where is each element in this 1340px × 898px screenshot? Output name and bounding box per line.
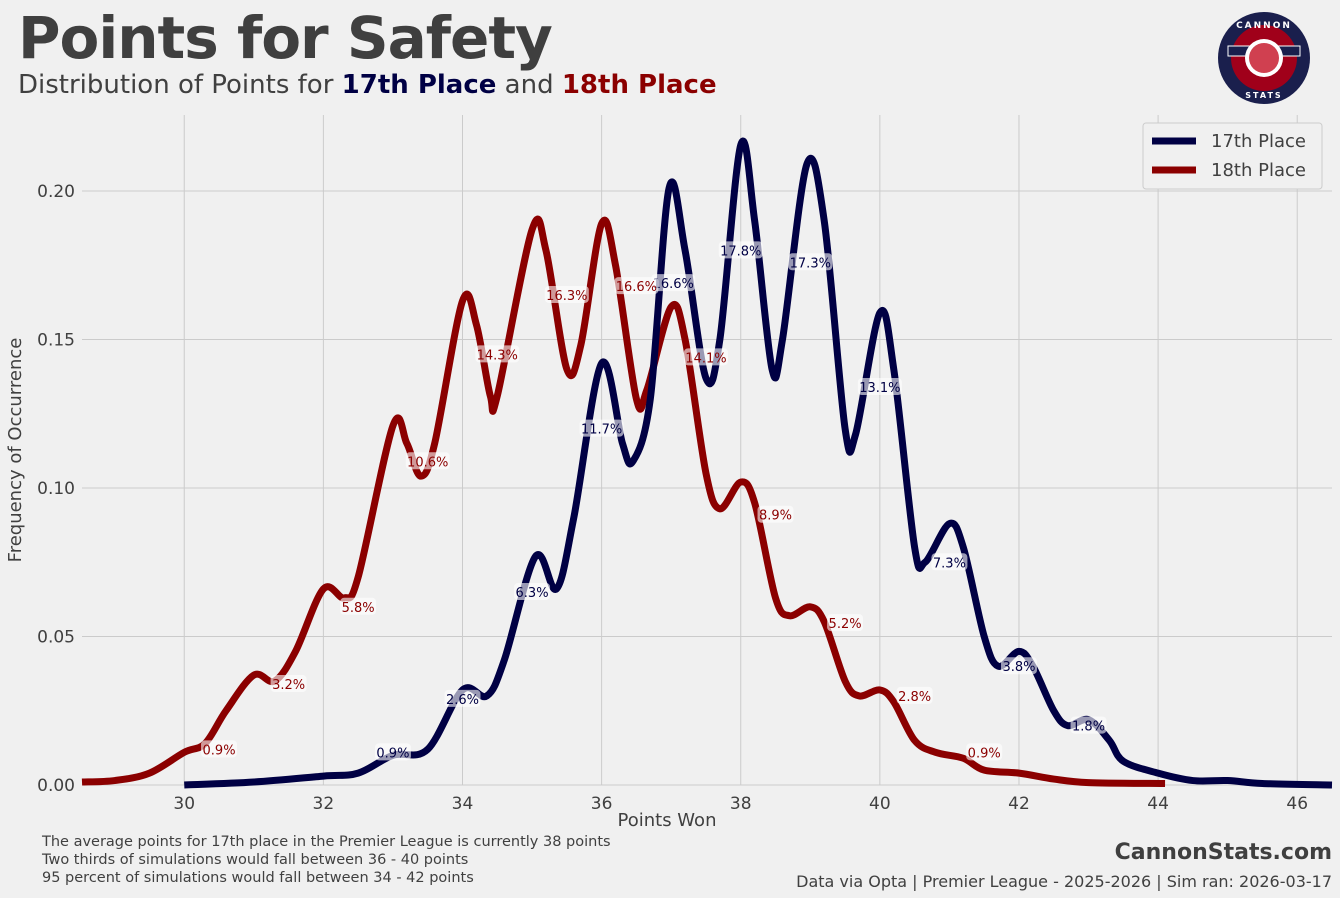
note-line: Two thirds of simulations would fall bet… — [42, 852, 469, 868]
legend-label: 17th Place — [1211, 131, 1306, 152]
note-line: 95 percent of simulations would fall bet… — [42, 870, 474, 886]
data-label-bg — [579, 419, 624, 437]
data-label-bg — [340, 597, 377, 615]
data-label-bg — [857, 378, 902, 396]
y-tick-label: 0.20 — [37, 182, 75, 202]
data-label: 16.6% — [616, 280, 657, 295]
logo-text-top: CANNON — [1236, 21, 1292, 31]
y-tick-label: 0.15 — [37, 331, 75, 351]
note-line: The average points for 17th place in the… — [42, 834, 611, 850]
subtitle-prefix: Distribution of Points for — [18, 70, 342, 100]
data-label-bg — [966, 743, 1003, 761]
data-label-bg — [718, 241, 763, 259]
y-tick-label: 0.00 — [37, 776, 75, 796]
legend-label: 18th Place — [1211, 160, 1306, 181]
data-label: 0.9% — [968, 746, 1001, 761]
data-label-bg — [405, 452, 450, 470]
data-label-bg — [788, 253, 833, 271]
data-label-bg — [475, 345, 520, 363]
data-label: 8.9% — [759, 509, 792, 524]
y-tick-label: 0.10 — [37, 479, 75, 499]
x-tick-label: 40 — [869, 794, 891, 814]
subtitle-17th: 17th Place — [341, 70, 497, 100]
series-line-18th — [81, 215, 1166, 788]
data-label: 13.1% — [859, 381, 900, 396]
data-label-bg — [1000, 657, 1037, 675]
data-label: 14.3% — [477, 348, 518, 363]
data-label: 0.9% — [203, 743, 236, 758]
data-label: 14.1% — [685, 351, 726, 366]
x-tick-label: 32 — [313, 794, 335, 814]
x-tick-label: 36 — [591, 794, 613, 814]
subtitle: Distribution of Points for 17th Place an… — [18, 70, 717, 100]
x-tick-label: 30 — [173, 794, 195, 814]
x-tick-label: 38 — [730, 794, 752, 814]
x-tick-label: 34 — [452, 794, 474, 814]
data-label-bg — [896, 686, 933, 704]
data-label-bg — [514, 582, 551, 600]
series-line-17th — [184, 137, 1333, 789]
logo-map — [1249, 43, 1279, 73]
data-label: 0.9% — [376, 746, 409, 761]
data-label: 11.7% — [581, 423, 622, 438]
data-label: 5.8% — [342, 601, 375, 616]
footer-notes: The average points for 17th place in the… — [42, 833, 611, 887]
data-label: 7.3% — [933, 556, 966, 571]
data-label-bg — [757, 505, 794, 523]
data-label: 3.2% — [272, 678, 305, 693]
data-label: 5.2% — [829, 617, 862, 632]
logo-text-bottom: STATS — [1245, 91, 1282, 100]
data-label-bg — [683, 348, 728, 366]
data-label-bg — [614, 277, 659, 295]
data-label: 2.8% — [898, 690, 931, 705]
data-label: 3.8% — [1002, 660, 1035, 675]
y-tick-label: 0.05 — [37, 628, 75, 648]
x-axis-label: Points Won — [618, 810, 717, 831]
brand-text: CannonStats.com — [1114, 840, 1332, 865]
x-tick-label: 44 — [1147, 794, 1169, 814]
data-label-bg — [931, 553, 968, 571]
data-label-bg — [651, 274, 696, 292]
data-label: 1.8% — [1072, 720, 1105, 735]
subtitle-18th: 18th Place — [561, 70, 717, 100]
data-label: 2.6% — [446, 693, 479, 708]
source-text: Data via Opta | Premier League - 2025-20… — [796, 872, 1332, 891]
data-label-bg — [444, 689, 481, 707]
y-axis-label: Frequency of Occurrence — [5, 338, 26, 563]
data-label-bg — [270, 675, 307, 693]
data-label-bg — [201, 740, 238, 758]
data-label: 17.8% — [720, 244, 761, 259]
data-label: 16.3% — [546, 289, 587, 304]
data-label: 17.3% — [790, 256, 831, 271]
data-label-bg — [374, 743, 411, 761]
page-title: Points for Safety — [18, 4, 553, 72]
data-label-bg — [1070, 716, 1107, 734]
subtitle-mid: and — [496, 70, 562, 100]
data-label: 16.6% — [653, 277, 694, 292]
x-tick-label: 42 — [1008, 794, 1030, 814]
data-label-bg — [827, 614, 864, 632]
data-label-bg — [544, 285, 589, 303]
x-tick-label: 46 — [1286, 794, 1308, 814]
data-label: 10.6% — [407, 455, 448, 470]
data-label: 6.3% — [516, 586, 549, 601]
